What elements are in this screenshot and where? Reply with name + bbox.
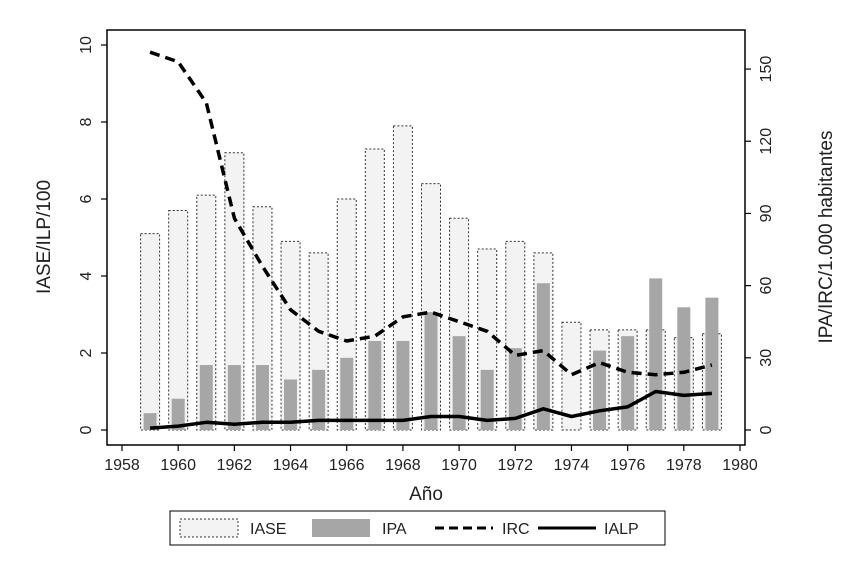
legend-ipa-label: IPA (382, 521, 407, 538)
legend-iase-label: IASE (250, 521, 286, 538)
ipa-bar-1976 (621, 336, 635, 430)
y-left-tick-label: 4 (78, 271, 95, 280)
ipa-bar-1959 (143, 413, 157, 430)
legend: IASE IPA IRC IALP (169, 510, 666, 546)
ipa-bar-1961 (199, 365, 213, 430)
ipa-bar-1967 (368, 340, 382, 430)
y-right-tick-label: 30 (758, 349, 775, 367)
x-tick-label: 1968 (385, 457, 421, 474)
legend-irc-label: IRC (502, 521, 530, 538)
ipa-bar-1960 (171, 398, 185, 430)
x-tick-label: 1980 (722, 457, 758, 474)
x-tick-label: 1958 (104, 457, 140, 474)
ipa-bar-1978 (677, 307, 691, 430)
legend-box (169, 510, 666, 546)
y-right-tick-label: 0 (758, 425, 775, 434)
ipa-bar-1969 (424, 312, 438, 430)
y-left-tick-label: 8 (78, 117, 95, 126)
ialp-line (149, 389, 713, 430)
x-tick-label: 1976 (610, 457, 646, 474)
y-left-tick-label: 10 (78, 36, 95, 54)
y-left-tick-label: 6 (78, 194, 95, 203)
legend-iase-swatch (179, 518, 239, 538)
y-right-tick-label: 120 (758, 128, 775, 155)
series-lines (149, 50, 713, 430)
ipa-bar-1979 (705, 297, 719, 430)
x-tick-label: 1964 (273, 457, 309, 474)
y-right-tick-label: 150 (758, 56, 775, 83)
x-tick-label: 1970 (441, 457, 477, 474)
ipa-bar-1970 (452, 336, 466, 430)
iase-bar-1959 (140, 233, 161, 431)
ipa-bar-1968 (396, 340, 410, 430)
y-axis-right: 0 30 60 90 120 150 (745, 56, 775, 434)
x-tick-label: 1972 (497, 457, 533, 474)
y-left-tick-label: 2 (78, 348, 95, 357)
ipa-bar-1966 (340, 357, 354, 430)
x-tick-label: 1974 (554, 457, 590, 474)
x-axis: 1958 1960 1962 1964 1966 1968 1970 1972 1974 1976… (104, 445, 758, 474)
ipa-bar-1964 (284, 379, 298, 430)
x-tick-label: 1978 (666, 457, 702, 474)
iase-bar-1974 (561, 321, 582, 431)
ipa-bars (143, 278, 719, 430)
x-tick-label: 1962 (217, 457, 253, 474)
x-tick-label: 1966 (329, 457, 365, 474)
ipa-bar-1965 (312, 369, 326, 430)
ipa-bar-1972 (508, 348, 522, 430)
ipa-bar-1962 (227, 365, 241, 430)
legend-ialp-label: IALP (604, 521, 639, 538)
y-right-tick-label: 90 (758, 204, 775, 222)
ipa-bar-1973 (536, 283, 550, 430)
x-axis-title: Año (409, 484, 443, 505)
y-axis-left-title: IASE/ILP/100 (34, 180, 55, 294)
irc-line (149, 50, 713, 377)
plot-frame (106, 29, 746, 446)
y-axis-right-title: IPA/IRC/1.000 habitantes (816, 131, 837, 344)
ipa-bar-1963 (255, 365, 269, 430)
ipa-bar-1977 (649, 278, 663, 430)
y-axis-left: 0 2 4 6 8 10 (78, 36, 107, 434)
ipa-bar-1971 (480, 369, 494, 430)
x-tick-label: 1960 (160, 457, 196, 474)
y-left-tick-label: 0 (78, 425, 95, 434)
iase-bar-1960 (168, 210, 189, 431)
y-right-tick-label: 60 (758, 277, 775, 295)
legend-ipa-swatch (312, 519, 370, 537)
